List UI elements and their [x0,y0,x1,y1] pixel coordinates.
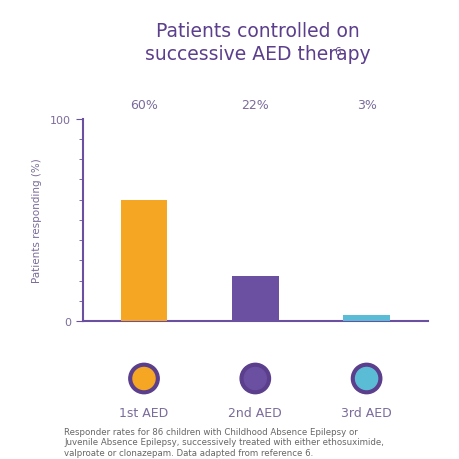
Text: 22%: 22% [241,98,269,111]
Text: 60%: 60% [130,98,157,111]
Text: 3rd AED: 3rd AED [341,406,391,419]
Text: Patients controlled on: Patients controlled on [156,22,358,41]
Text: 1st AED: 1st AED [119,406,168,419]
Text: 2nd AED: 2nd AED [228,406,281,419]
Text: 6: 6 [333,46,340,56]
Bar [120,200,167,321]
Text: Responder rates for 86 children with Childhood Absence Epilepsy or
Juvenile Abse: Responder rates for 86 children with Chi… [64,427,383,457]
Bar [342,315,389,321]
Text: successive AED therapy: successive AED therapy [145,45,369,64]
Text: 3%: 3% [356,98,376,111]
Y-axis label: Patients responding (%): Patients responding (%) [32,158,42,283]
Bar [231,277,278,321]
